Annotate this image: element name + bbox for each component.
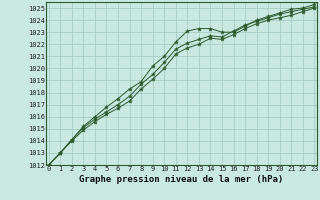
X-axis label: Graphe pression niveau de la mer (hPa): Graphe pression niveau de la mer (hPa) (79, 175, 284, 184)
